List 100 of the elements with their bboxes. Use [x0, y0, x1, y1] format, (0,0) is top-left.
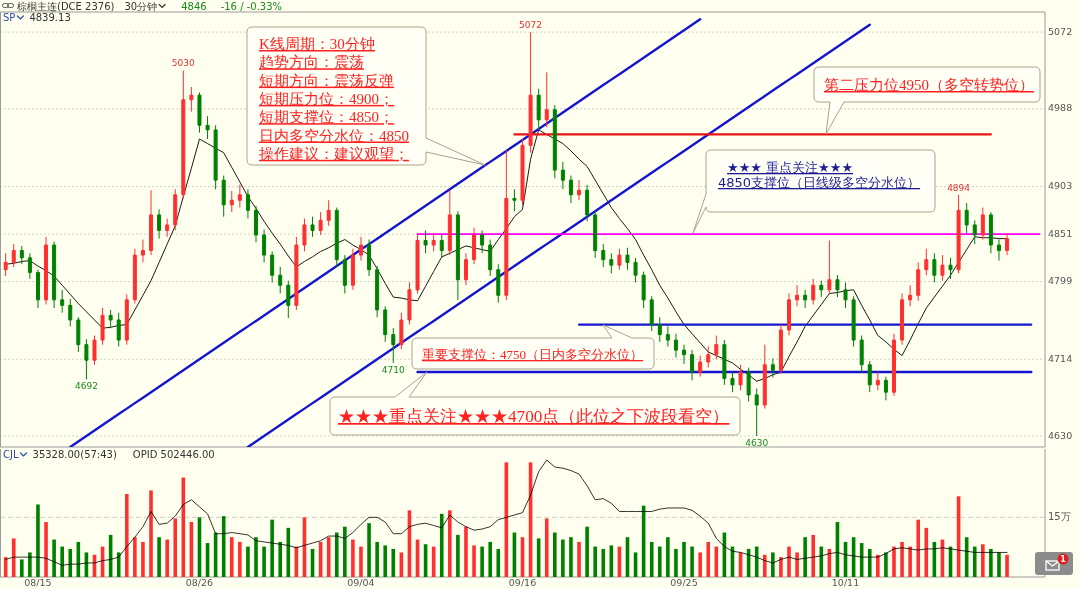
bar [569, 537, 573, 577]
candlestick [350, 248, 355, 291]
annotation: 第二压力位4950（多空转势位） [824, 77, 1034, 93]
candlestick [245, 188, 250, 220]
candlestick [326, 199, 331, 227]
y-tick-label: 4630 [1048, 429, 1073, 441]
candlestick [512, 188, 517, 212]
bar [254, 537, 258, 577]
bar [771, 552, 775, 577]
candlestick [972, 219, 977, 245]
candlestick [108, 309, 113, 329]
bar [657, 546, 662, 577]
annotation: 短期压力位：4900； [259, 90, 394, 107]
bar [116, 552, 121, 577]
candlestick [770, 357, 775, 379]
bar [544, 518, 549, 577]
bar [246, 546, 250, 577]
bar [811, 534, 816, 577]
candlestick [520, 138, 525, 207]
candlestick [480, 229, 485, 254]
candlestick [60, 289, 65, 314]
annotation: 4839.13 [29, 12, 71, 23]
text: 1 [1060, 555, 1067, 564]
candlestick [617, 248, 622, 271]
bar [762, 554, 767, 577]
candlestick [819, 280, 824, 298]
x-tick-label: 09/16 [508, 577, 537, 588]
candlestick [383, 305, 388, 343]
bar [11, 538, 16, 577]
candlestick [536, 88, 541, 131]
bar [359, 546, 363, 577]
candlestick [544, 71, 549, 128]
candlestick [649, 295, 654, 332]
bar [391, 548, 396, 577]
candlestick [496, 263, 501, 304]
candlestick [52, 240, 57, 309]
bar [464, 526, 468, 577]
bar [383, 545, 388, 577]
candlestick [358, 236, 363, 262]
candlestick [92, 335, 97, 366]
candlestick [294, 236, 299, 311]
candlestick [948, 257, 953, 280]
bar [334, 532, 339, 577]
candlestick [682, 344, 687, 365]
annotation: K线周期：30分钟 [259, 36, 375, 52]
candlestick [690, 349, 695, 381]
candlestick [278, 266, 283, 294]
candlestick [641, 271, 646, 309]
candlestick [964, 202, 969, 234]
bar [480, 546, 484, 577]
candlestick [455, 210, 460, 301]
y-tick-label: 4851 [1048, 227, 1073, 239]
bar [1005, 554, 1009, 577]
candlestick [577, 179, 582, 201]
bar [553, 532, 557, 577]
candlestick [197, 91, 202, 134]
candlestick [601, 243, 606, 268]
candlestick [342, 254, 347, 294]
ref-line-label: 15万 [1048, 511, 1071, 523]
bar [351, 539, 355, 577]
candlestick [980, 207, 985, 241]
candlestick [124, 293, 129, 346]
candlestick [3, 252, 8, 277]
candlestick [44, 236, 49, 305]
annotation: 4710 [381, 364, 406, 375]
candlestick [673, 333, 678, 358]
candlestick [262, 229, 267, 263]
candlestick [698, 355, 703, 378]
candlestick [988, 211, 993, 254]
bar [585, 526, 589, 577]
bar [900, 541, 904, 577]
candlestick [439, 234, 444, 259]
annotation: 5030 [171, 58, 196, 69]
candlestick [932, 252, 937, 283]
annotation: 4692 [74, 381, 98, 392]
candlestick [181, 69, 186, 199]
x-tick-label: 09/04 [347, 577, 375, 588]
candlestick [310, 216, 315, 238]
candlestick [19, 245, 24, 265]
candlestick [27, 252, 32, 280]
candlestick [237, 184, 242, 209]
candlestick [116, 312, 121, 347]
bar [124, 493, 129, 577]
chart-subtitle: 30分钟 [124, 0, 158, 12]
line-series [5, 129, 1008, 382]
candlestick [795, 284, 800, 307]
candlestick [956, 194, 961, 274]
candlestick [11, 243, 16, 268]
bar [601, 548, 606, 577]
y-tick-label: 4988 [1048, 102, 1073, 114]
bar [593, 546, 597, 577]
annotation: 4850支撑位（日线级多空分水位） [718, 175, 921, 190]
x-tick-label: 08/15 [24, 577, 52, 588]
bar [908, 546, 912, 577]
candlestick [714, 335, 719, 360]
candlestick [132, 248, 137, 305]
candlestick [859, 335, 864, 373]
y-tick-label: 4714 [1048, 352, 1073, 364]
bar [561, 539, 565, 577]
candlestick [609, 252, 614, 274]
